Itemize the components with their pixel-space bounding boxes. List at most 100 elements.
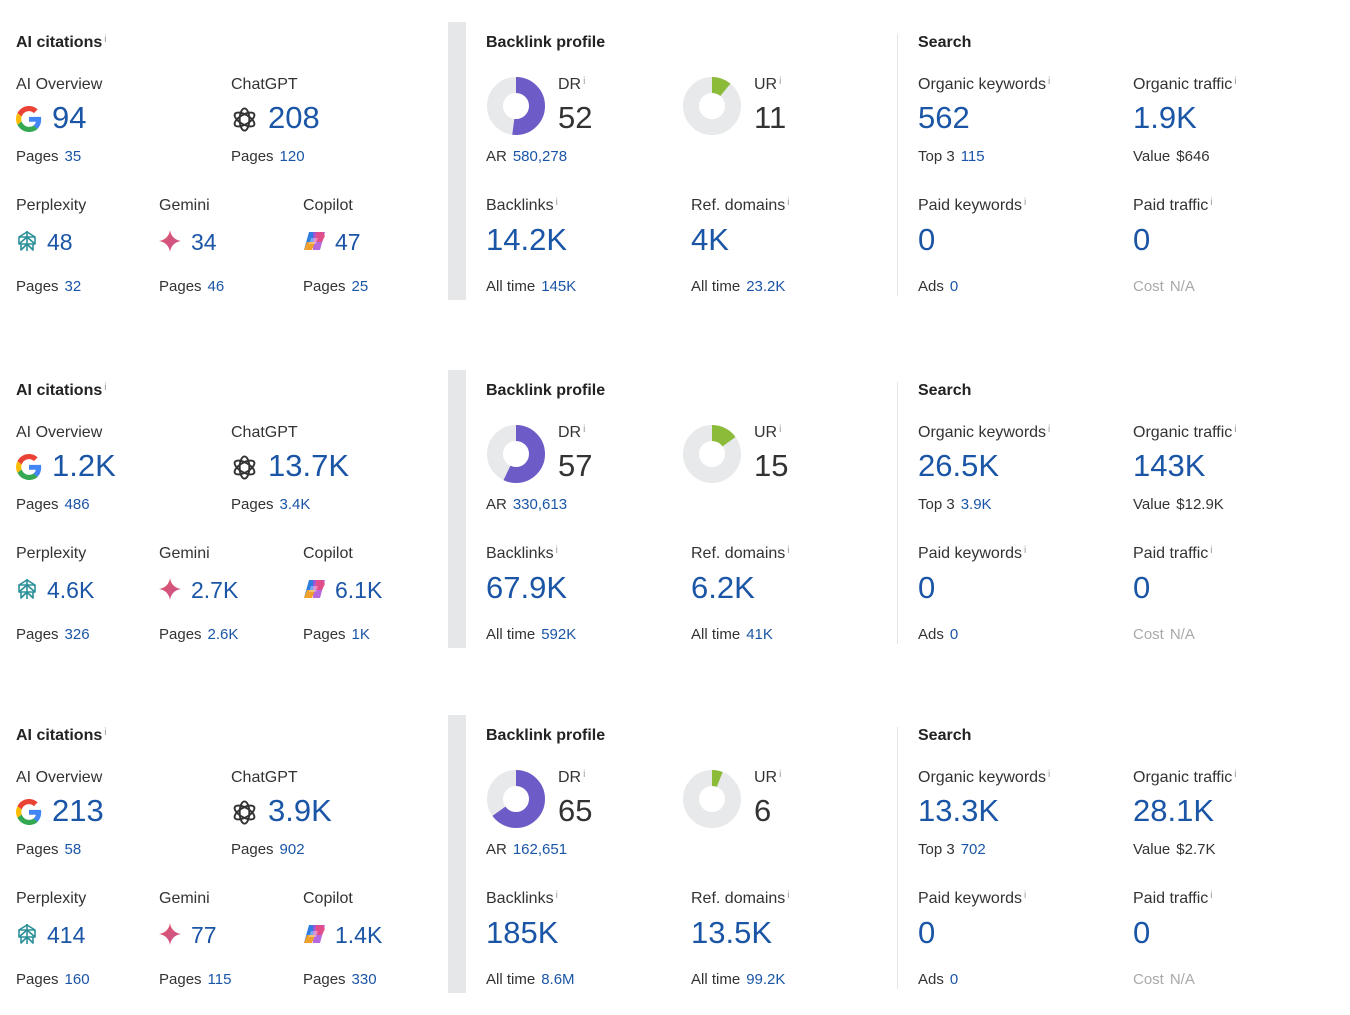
info-icon[interactable]: i [555, 545, 558, 556]
perplexity-value[interactable]: 4.6K [47, 577, 95, 603]
gemini-value[interactable]: 77 [191, 922, 217, 948]
info-icon[interactable]: i [787, 890, 790, 901]
top3-value[interactable]: 115 [960, 148, 985, 165]
info-icon[interactable]: i [1048, 76, 1051, 87]
info-icon[interactable]: i [1024, 545, 1027, 556]
info-icon[interactable]: i [1024, 197, 1027, 208]
copilot-value[interactable]: 1.4K [335, 922, 383, 948]
ai-overview-value[interactable]: 1.2K [52, 448, 116, 483]
paid-keywords-value[interactable]: 0 [918, 222, 936, 257]
info-icon[interactable]: i [1210, 545, 1213, 556]
copilot-pages-value[interactable]: 330 [351, 971, 377, 988]
copilot-pages-value[interactable]: 1K [351, 626, 370, 643]
backlinks-all-time-value[interactable]: 145K [541, 278, 577, 295]
ref-domains-all-time-value[interactable]: 41K [746, 626, 773, 643]
ref-domains-label: Ref. domains i [691, 197, 790, 214]
info-icon[interactable]: i [104, 382, 107, 393]
paid-traffic-value[interactable]: 0 [1133, 570, 1151, 605]
copilot-pages-value[interactable]: 25 [351, 278, 369, 295]
paid-traffic-value[interactable]: 0 [1133, 222, 1151, 257]
dr-donut-chart [487, 425, 545, 483]
perplexity-pages-value[interactable]: 160 [64, 971, 90, 988]
perplexity-pages-value[interactable]: 32 [64, 278, 82, 295]
info-icon[interactable]: i [1234, 76, 1237, 87]
info-icon[interactable]: i [779, 76, 782, 87]
info-icon[interactable]: i [779, 769, 782, 780]
gemini-pages-value[interactable]: 2.6K [207, 626, 239, 643]
info-icon[interactable]: i [1234, 424, 1237, 435]
ai-overview-pages-value[interactable]: 58 [64, 841, 82, 858]
ads-value[interactable]: 0 [949, 971, 959, 988]
copilot-value[interactable]: 47 [335, 229, 361, 255]
top3-value[interactable]: 702 [960, 841, 986, 858]
gemini-value[interactable]: 2.7K [191, 577, 239, 603]
info-icon[interactable]: i [555, 197, 558, 208]
info-icon[interactable]: i [787, 197, 790, 208]
info-icon[interactable]: i [779, 424, 782, 435]
copilot-value[interactable]: 6.1K [335, 577, 383, 603]
gemini-value[interactable]: 34 [191, 229, 217, 255]
info-icon[interactable]: i [104, 34, 107, 45]
ref-domains-all-time-value[interactable]: 99.2K [746, 971, 786, 988]
paid-keywords-label: Paid keywords i [918, 545, 1027, 562]
backlinks-value[interactable]: 185K [486, 915, 559, 950]
organic-traffic-value[interactable]: 28.1K [1133, 793, 1215, 828]
info-icon[interactable]: i [1048, 769, 1051, 780]
info-icon[interactable]: i [1048, 424, 1051, 435]
info-icon[interactable]: i [1234, 769, 1237, 780]
chatgpt-value[interactable]: 208 [268, 100, 320, 135]
info-icon[interactable]: i [104, 727, 107, 738]
column-divider [897, 382, 898, 644]
gemini-sparkle-icon [159, 923, 181, 945]
perplexity-value[interactable]: 48 [47, 229, 73, 255]
info-icon[interactable]: i [583, 769, 586, 780]
ads-value[interactable]: 0 [949, 278, 959, 295]
ai-overview-pages-value[interactable]: 486 [64, 496, 90, 513]
ref-domains-value[interactable]: 6.2K [691, 570, 755, 605]
chatgpt-pages-value[interactable]: 120 [279, 148, 305, 165]
metrics-row: AI citations i AI Overview 94 Pages 35 Cha… [0, 22, 1350, 322]
top3-value[interactable]: 3.9K [960, 496, 992, 513]
ai-overview-pages-value[interactable]: 35 [64, 148, 82, 165]
copilot-label: Copilot [303, 545, 353, 562]
chatgpt-pages-value[interactable]: 902 [279, 841, 305, 858]
info-icon[interactable]: i [1210, 197, 1213, 208]
ar-value[interactable]: 580,278 [512, 148, 568, 165]
chatgpt-value[interactable]: 3.9K [268, 793, 332, 828]
chatgpt-pages-value[interactable]: 3.4K [279, 496, 311, 513]
info-icon[interactable]: i [555, 890, 558, 901]
ref-domains-value[interactable]: 13.5K [691, 915, 773, 950]
paid-keywords-value[interactable]: 0 [918, 570, 936, 605]
info-icon[interactable]: i [583, 424, 586, 435]
ai-overview-value[interactable]: 213 [52, 793, 104, 828]
paid-keywords-value[interactable]: 0 [918, 915, 936, 950]
info-icon[interactable]: i [583, 76, 586, 87]
organic-keywords-value[interactable]: 562 [918, 100, 970, 135]
organic-keywords-value[interactable]: 13.3K [918, 793, 1000, 828]
ar-value[interactable]: 330,613 [512, 496, 568, 513]
cost-value: N/A [1169, 971, 1195, 988]
backlinks-all-time-value[interactable]: 8.6M [541, 971, 575, 988]
gemini-pages-value[interactable]: 115 [207, 971, 232, 988]
gemini-pages-value[interactable]: 46 [207, 278, 225, 295]
ref-domains-all-time-value[interactable]: 23.2K [746, 278, 786, 295]
chatgpt-value[interactable]: 13.7K [268, 448, 350, 483]
ref-domains-value[interactable]: 4K [691, 222, 729, 257]
backlinks-value[interactable]: 67.9K [486, 570, 568, 605]
perplexity-pages-value[interactable]: 326 [64, 626, 90, 643]
paid-traffic-value[interactable]: 0 [1133, 915, 1151, 950]
info-icon[interactable]: i [1210, 890, 1213, 901]
organic-traffic-value[interactable]: 143K [1133, 448, 1206, 483]
info-icon[interactable]: i [787, 545, 790, 556]
backlinks-all-time-value[interactable]: 592K [541, 626, 577, 643]
ads-value[interactable]: 0 [949, 626, 959, 643]
organic-keywords-label: Organic keywords i [918, 769, 1051, 786]
perplexity-value[interactable]: 414 [47, 922, 86, 948]
backlinks-value[interactable]: 14.2K [486, 222, 568, 257]
info-icon[interactable]: i [1024, 890, 1027, 901]
ref-domains-all-time: All time 23.2K [691, 278, 786, 295]
ai-overview-value[interactable]: 94 [52, 100, 87, 135]
ar-value[interactable]: 162,651 [512, 841, 568, 858]
organic-keywords-value[interactable]: 26.5K [918, 448, 1000, 483]
organic-traffic-value[interactable]: 1.9K [1133, 100, 1197, 135]
